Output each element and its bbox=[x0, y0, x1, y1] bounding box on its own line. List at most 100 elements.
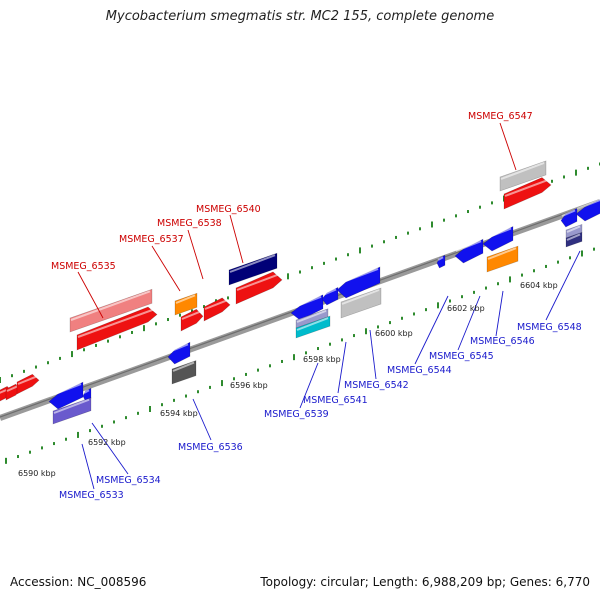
gene-feature bbox=[565, 231, 583, 248]
gene-highlight bbox=[291, 295, 322, 309]
gene-highlight bbox=[168, 343, 189, 353]
gene-arrow bbox=[174, 292, 198, 316]
scale-label: 6598 kbp bbox=[303, 355, 341, 364]
gene-feature bbox=[336, 266, 381, 299]
gene-highlight bbox=[175, 294, 196, 304]
gene-label-reverse[interactable]: MSMEG_6541 bbox=[303, 395, 368, 406]
gene-label-forward[interactable]: MSMEG_6547 bbox=[468, 111, 533, 122]
gene-arrow bbox=[228, 252, 278, 286]
gene-label-reverse[interactable]: MSMEG_6534 bbox=[96, 475, 161, 486]
gene-feature bbox=[203, 297, 231, 322]
gene-label-reverse[interactable]: MSMEG_6533 bbox=[59, 490, 124, 501]
gene-feature bbox=[454, 238, 484, 264]
gene-highlight bbox=[437, 256, 444, 261]
label-leader-lines bbox=[77, 122, 581, 490]
gene-arrow bbox=[171, 360, 197, 385]
gene-label-reverse[interactable]: MSMEG_6542 bbox=[344, 380, 409, 391]
leader-line bbox=[229, 214, 244, 264]
gene-feature bbox=[76, 306, 158, 351]
leader-line bbox=[151, 245, 181, 292]
gene-feature bbox=[82, 387, 92, 402]
gene-label-reverse[interactable]: MSMEG_6546 bbox=[470, 336, 535, 347]
gene-label-reverse[interactable]: MSMEG_6536 bbox=[178, 442, 243, 453]
gene-highlight bbox=[6, 385, 19, 392]
gene-arrow bbox=[436, 254, 446, 269]
gene-feature bbox=[295, 308, 329, 329]
gene-feature bbox=[69, 288, 153, 333]
gene-highlight bbox=[296, 317, 329, 331]
gene-feature bbox=[16, 373, 40, 395]
gene-label-reverse[interactable]: MSMEG_6544 bbox=[387, 365, 452, 376]
gene-feature bbox=[486, 245, 519, 273]
gene-arrow bbox=[340, 287, 382, 319]
gene-arrow bbox=[52, 397, 92, 425]
leader-line bbox=[187, 229, 204, 280]
gene-arrow bbox=[486, 245, 519, 273]
gene-feature bbox=[482, 226, 514, 252]
scale-label: 6594 kbp bbox=[160, 409, 198, 418]
gene-highlight bbox=[70, 290, 151, 321]
leader-line bbox=[91, 422, 129, 475]
gene-feature bbox=[560, 207, 578, 228]
gene-arrow bbox=[499, 160, 547, 192]
gene-highlight bbox=[83, 389, 90, 394]
gene-feature bbox=[174, 292, 198, 316]
gene-highlight bbox=[49, 383, 82, 397]
leader-line bbox=[369, 329, 377, 380]
gene-highlight bbox=[487, 247, 517, 260]
gene-feature bbox=[499, 160, 547, 192]
gene-highlight bbox=[296, 309, 327, 323]
leader-line bbox=[545, 250, 581, 321]
leader-line bbox=[414, 295, 449, 365]
gene-highlight bbox=[500, 161, 545, 180]
gene-label-layer: 6590 kbp 6592 kbp 6594 kbp 6596 kbp 6598… bbox=[18, 111, 582, 501]
gene-highlight bbox=[229, 254, 276, 273]
scale-label: 6602 kbp bbox=[447, 304, 485, 313]
gene-feature bbox=[340, 287, 382, 319]
scale-label: 6604 kbp bbox=[520, 281, 558, 290]
gene-highlight bbox=[204, 298, 229, 310]
scale-label: 6590 kbp bbox=[18, 469, 56, 478]
scale-label: 6592 kbp bbox=[88, 438, 126, 447]
gene-label-forward[interactable]: MSMEG_6535 bbox=[51, 261, 116, 272]
gene-label-forward[interactable]: MSMEG_6538 bbox=[157, 218, 222, 229]
gene-feature bbox=[167, 341, 191, 365]
gene-arrow bbox=[69, 288, 153, 333]
gene-highlight bbox=[17, 375, 38, 385]
gene-feature bbox=[436, 254, 446, 269]
leader-line bbox=[77, 271, 104, 319]
gene-highlight bbox=[172, 361, 195, 372]
gene-feature bbox=[295, 315, 331, 339]
gene-label-reverse[interactable]: MSMEG_6539 bbox=[264, 409, 329, 420]
accession-text: Accession: NC_008596 bbox=[10, 575, 147, 589]
leader-line bbox=[337, 341, 347, 394]
gene-highlight bbox=[566, 225, 581, 233]
gene-feature bbox=[52, 397, 92, 425]
gene-label-forward[interactable]: MSMEG_6537 bbox=[119, 234, 184, 245]
gene-highlight bbox=[504, 178, 550, 197]
leader-line bbox=[495, 290, 504, 337]
gene-highlight bbox=[561, 209, 576, 217]
feature-layer bbox=[0, 160, 600, 425]
leader-line bbox=[457, 295, 481, 351]
map-title: Mycobacterium smegmatis str. MC2 155, co… bbox=[105, 9, 495, 24]
leader-line bbox=[299, 362, 319, 409]
gene-label-reverse[interactable]: MSMEG_6545 bbox=[429, 351, 494, 362]
gene-feature bbox=[290, 294, 324, 321]
gene-highlight bbox=[236, 272, 281, 291]
topology-text: Topology: circular; Length: 6,988,209 bp… bbox=[260, 575, 590, 589]
gene-feature bbox=[321, 286, 339, 306]
gene-highlight bbox=[455, 240, 482, 252]
gene-highlight bbox=[337, 268, 379, 285]
gene-feature bbox=[228, 252, 278, 286]
gene-feature bbox=[48, 381, 84, 410]
gene-feature bbox=[235, 271, 283, 305]
scale-label: 6596 kbp bbox=[230, 381, 268, 390]
leader-line bbox=[499, 122, 517, 171]
scale-label: 6600 kbp bbox=[375, 329, 413, 338]
gene-label-reverse[interactable]: MSMEG_6548 bbox=[517, 322, 582, 333]
gene-feature bbox=[503, 177, 552, 210]
gene-label-forward[interactable]: MSMEG_6540 bbox=[196, 204, 261, 215]
